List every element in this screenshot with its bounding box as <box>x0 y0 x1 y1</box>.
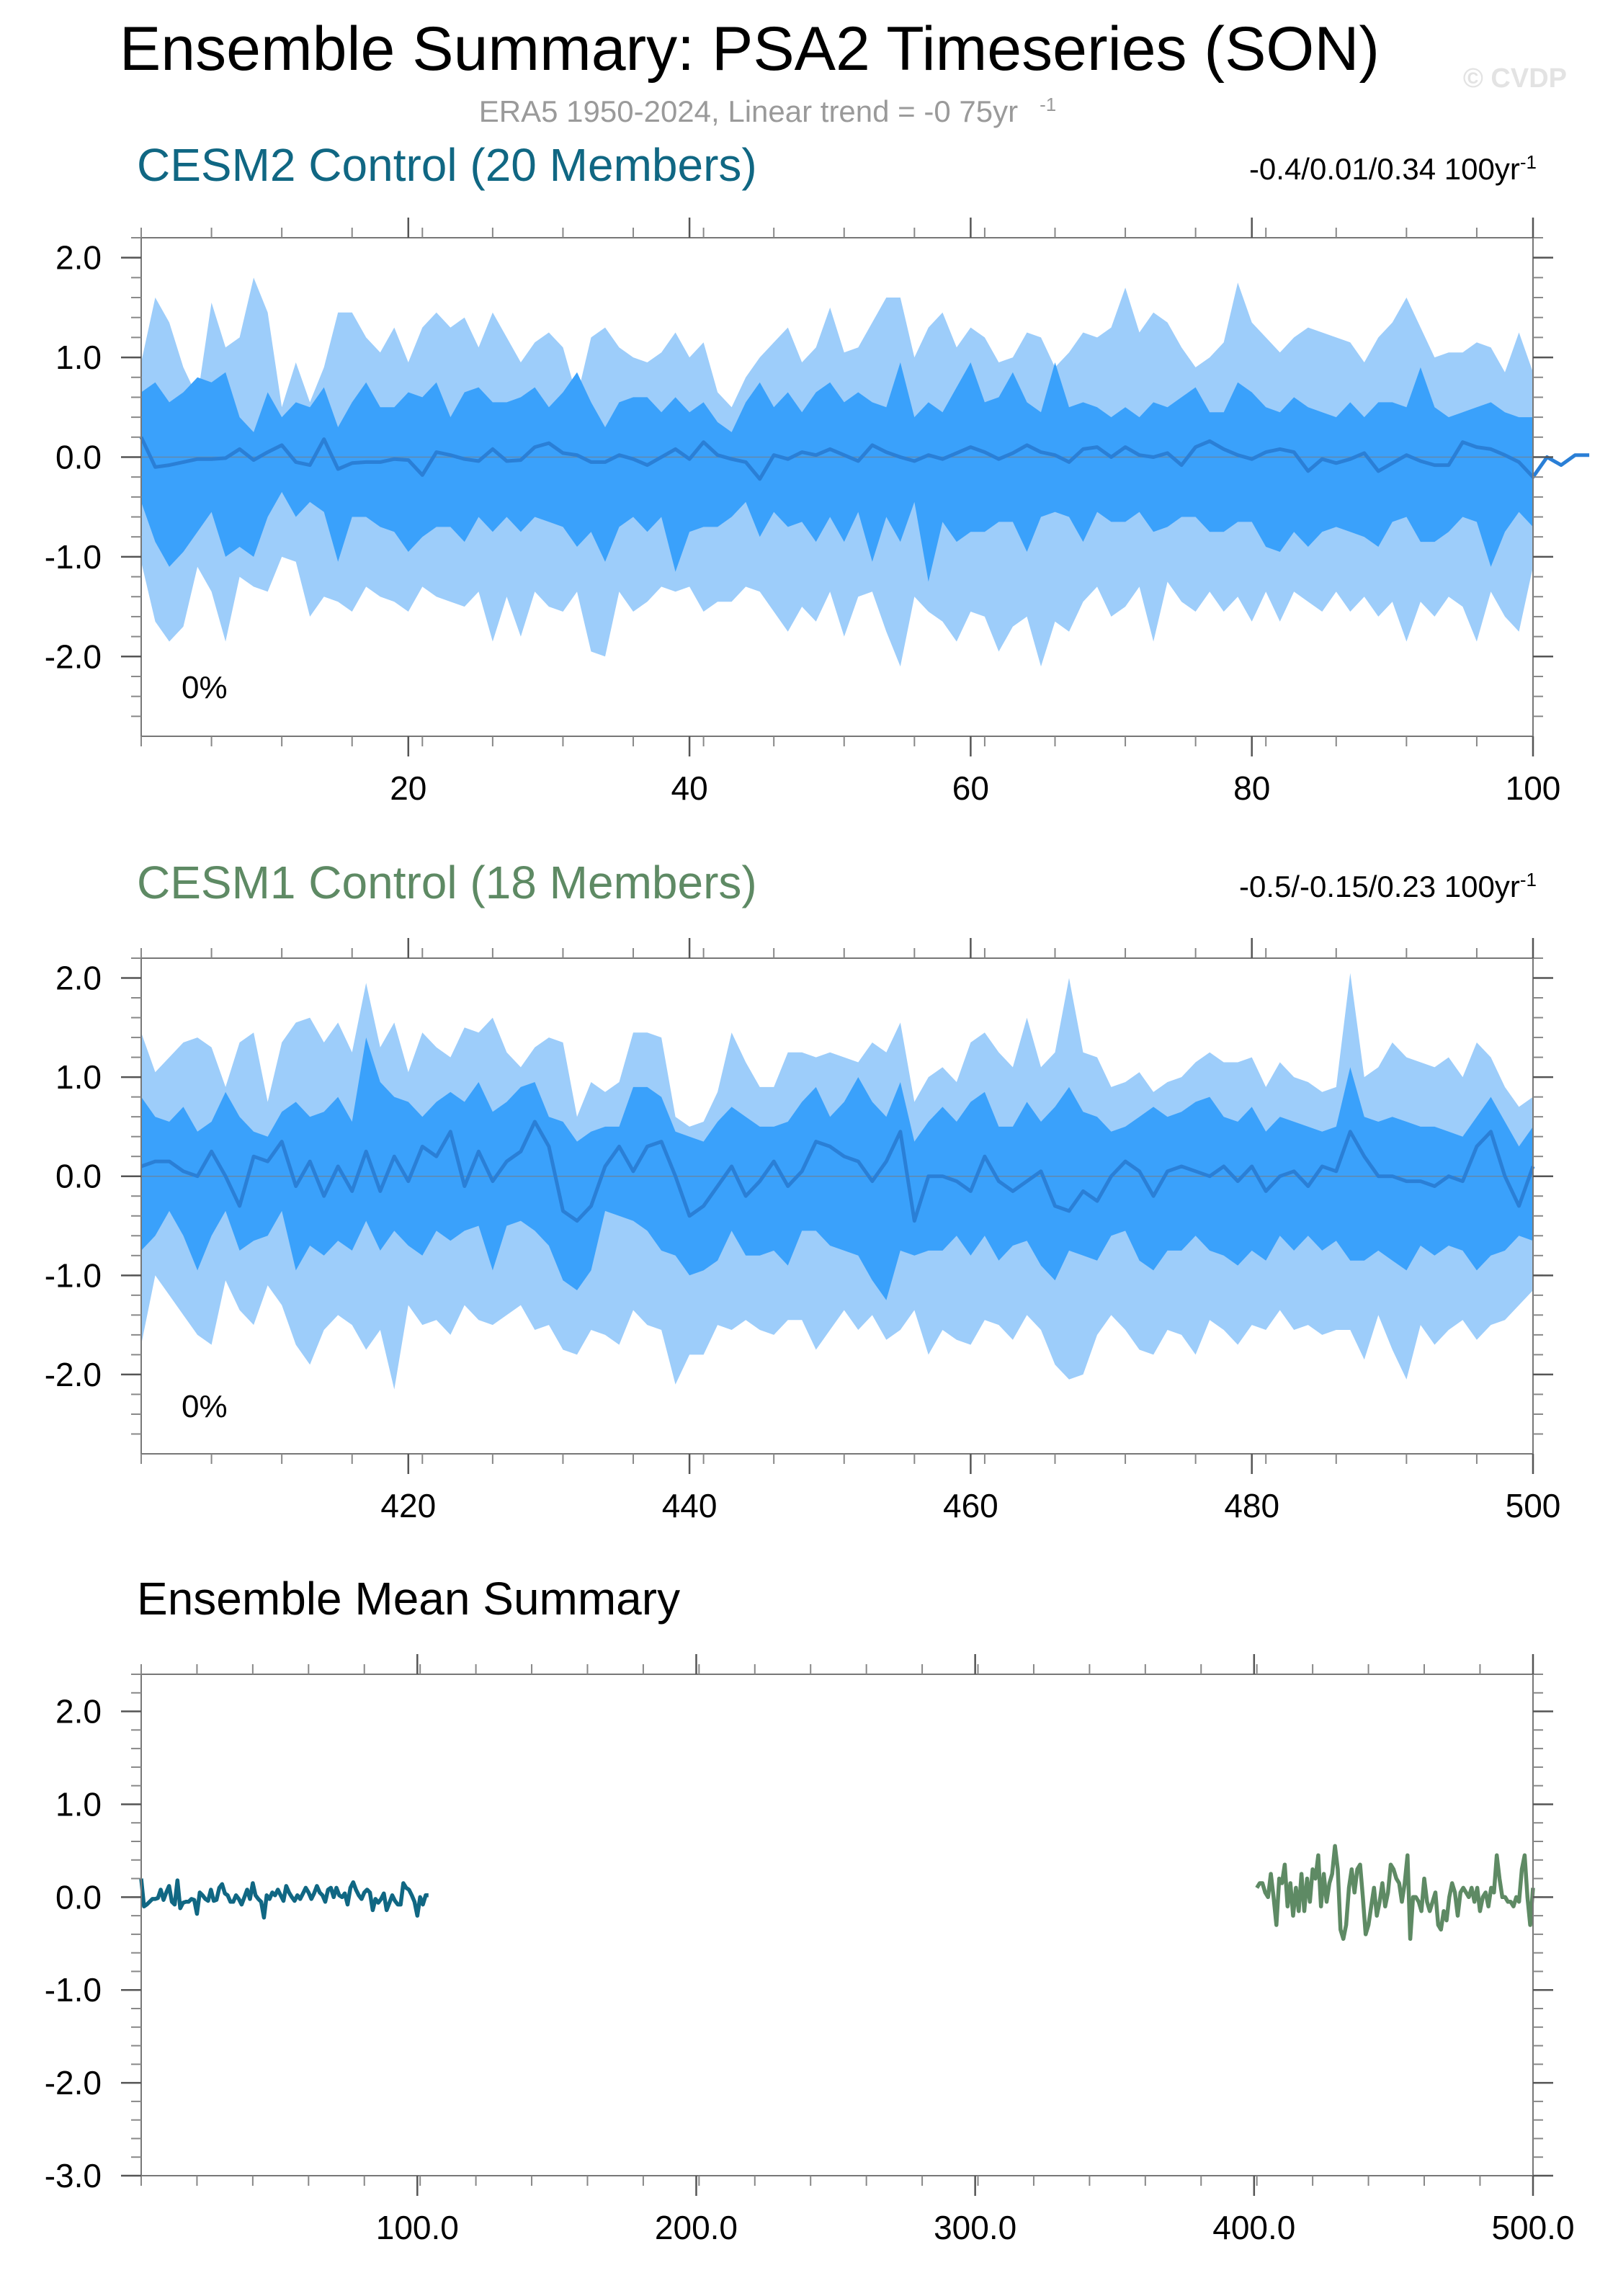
panel2-y-tick-label: 0.0 <box>55 1158 102 1195</box>
panel1-x-tick-label: 40 <box>671 769 708 807</box>
panel3-frame <box>141 1674 1533 2176</box>
panel3-y-tick-label: 2.0 <box>55 1693 102 1730</box>
panel1-x-tick-label: 20 <box>390 769 426 807</box>
panel2-x-tick-label: 480 <box>1224 1487 1279 1524</box>
panel2-x-tick-label: 440 <box>662 1487 718 1524</box>
panel3-x-tick-label: 500.0 <box>1491 2209 1574 2246</box>
panel1-y-tick-label: 2.0 <box>55 239 102 277</box>
panel3-y-tick-label: 1.0 <box>55 1785 102 1823</box>
panel3-series-line-2 <box>1257 1846 1533 1939</box>
panel2-y-tick-label: 2.0 <box>55 960 102 997</box>
panel3-y-tick-label: -2.0 <box>45 2064 102 2101</box>
panel1-y-tick-label: -1.0 <box>45 538 102 576</box>
panel1-y-tick-label: 1.0 <box>55 339 102 376</box>
panel2-x-tick-label: 460 <box>943 1487 998 1524</box>
panel1-percent-label: 0% <box>182 670 228 706</box>
panel1-x-tick-label: 100 <box>1506 769 1561 807</box>
panel3-x-tick-label: 100.0 <box>376 2209 459 2246</box>
panel3-y-tick-label: -3.0 <box>45 2157 102 2194</box>
panel1-x-tick-label: 80 <box>1233 769 1270 807</box>
panel2-x-tick-label: 420 <box>380 1487 436 1524</box>
panel3-series-line-1 <box>141 1879 429 1918</box>
panel2-y-tick-label: 1.0 <box>55 1058 102 1096</box>
panel1-x-tick-label: 60 <box>952 769 989 807</box>
panel2-percent-label: 0% <box>182 1389 228 1425</box>
panel2-y-tick-label: -2.0 <box>45 1356 102 1393</box>
panel3-y-tick-label: -1.0 <box>45 1971 102 2009</box>
panel2-x-tick-label: 500 <box>1506 1487 1561 1524</box>
panel3-x-tick-label: 200.0 <box>655 2209 738 2246</box>
panel2-y-tick-label: -1.0 <box>45 1256 102 1294</box>
panel1-y-tick-label: -2.0 <box>45 638 102 675</box>
panel3-x-tick-label: 400.0 <box>1212 2209 1295 2246</box>
panel1-y-tick-label: 0.0 <box>55 438 102 475</box>
panel3-y-tick-label: 0.0 <box>55 1878 102 1916</box>
panel3-x-tick-label: 300.0 <box>934 2209 1016 2246</box>
